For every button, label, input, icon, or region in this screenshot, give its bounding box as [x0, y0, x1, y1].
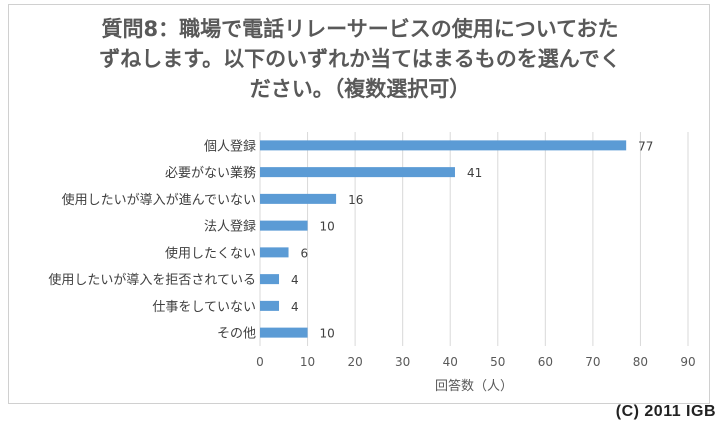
category-label: その他: [217, 327, 256, 342]
x-tick-label: 70: [585, 355, 600, 369]
bars: [260, 140, 627, 338]
x-tick-label: 40: [443, 355, 458, 369]
chart-title-line: ださい。（複数選択可）: [249, 77, 471, 101]
bar: [260, 247, 289, 258]
x-tick-label: 80: [633, 355, 648, 369]
category-label: 使用したいが導入が進んでいない: [62, 192, 256, 208]
category-label: 法人登録: [204, 220, 256, 235]
category-label: 使用したくない: [165, 245, 256, 261]
chart-title: 質問8：職場で電話リレーサービスの使用についておた ずねします。以下のいずれか当て…: [0, 14, 720, 104]
x-axis-title: 回答数（人）: [435, 378, 513, 394]
value-label: 41: [467, 166, 482, 180]
value-label: 6: [301, 246, 309, 260]
bar: [260, 220, 308, 231]
x-tick-label: 90: [680, 355, 695, 369]
bar: [260, 193, 337, 204]
x-tick-label: 20: [347, 355, 362, 369]
x-tick-label: 0: [256, 355, 264, 369]
x-tick-label: 50: [490, 355, 505, 369]
bar: [260, 167, 455, 178]
gridlines: [259, 132, 689, 346]
value-label: 77: [638, 139, 653, 153]
x-tick-labels: 0 10 20 30 40 50 60 70 80 90: [256, 355, 695, 369]
chart-title-line: ずねします。以下のいずれか当てはまるものを選んでく: [99, 47, 621, 71]
category-label: 仕事をしていない: [152, 300, 256, 315]
value-label: 10: [320, 327, 335, 341]
bar: [260, 140, 627, 151]
bar: [260, 274, 280, 285]
chart-title-line: 質問8：職場で電話リレーサービスの使用についておた: [101, 17, 619, 41]
category-label: 使用したいが導入を拒否されている: [48, 272, 256, 288]
bar: [260, 300, 280, 311]
value-label: 4: [291, 273, 299, 287]
bar: [260, 327, 308, 338]
category-label: 必要がない業務: [165, 165, 256, 181]
value-label: 10: [320, 220, 335, 234]
category-labels: 個人登録必要がない業務使用したいが導入が進んでいない法人登録使用したくない使用し…: [48, 139, 256, 341]
x-tick-label: 60: [538, 355, 553, 369]
copyright-notice: (C) 2011 IGB: [615, 403, 716, 420]
value-label: 4: [291, 300, 299, 314]
category-label: 個人登録: [204, 139, 256, 154]
x-tick-label: 10: [300, 355, 315, 369]
value-label: 16: [348, 193, 363, 207]
x-tick-label: 30: [395, 355, 410, 369]
